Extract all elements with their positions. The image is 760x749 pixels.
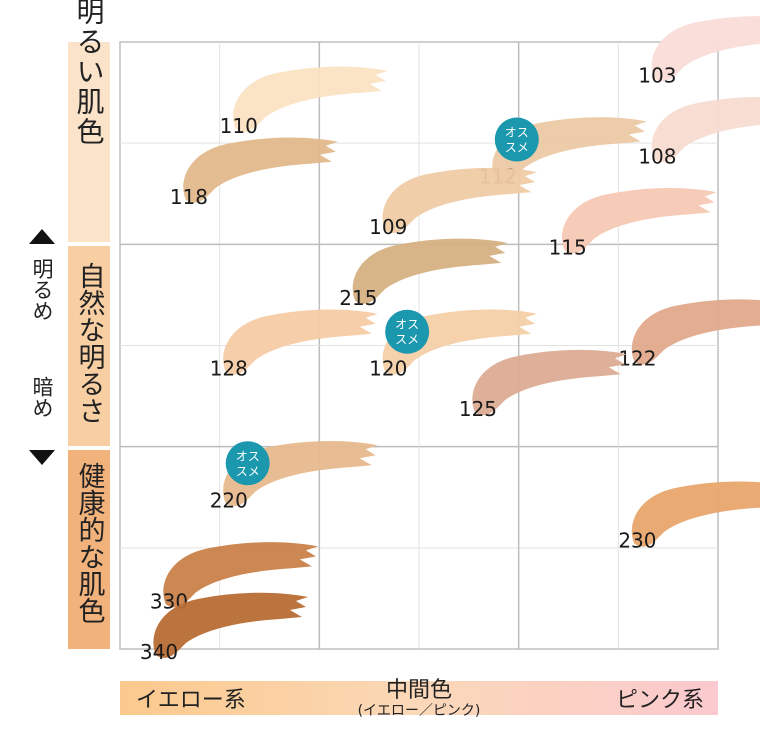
shade-swatch-103 <box>651 16 760 82</box>
shade-swatch-128 <box>223 309 378 375</box>
shade-label: 110 <box>220 114 258 138</box>
shade-swatch-110 <box>233 66 388 132</box>
arrow-up-icon <box>29 229 55 244</box>
recommend-badge-text-line1: オス <box>395 318 419 332</box>
x-axis-bar <box>120 681 718 715</box>
shade-swatch-330 <box>163 542 318 608</box>
shade-label: 108 <box>638 144 676 168</box>
shade-label: 118 <box>170 185 208 209</box>
arrow-down-icon <box>29 450 55 465</box>
recommend-badge-text-line1: オス <box>236 449 260 463</box>
shade-swatch-215 <box>352 238 508 304</box>
recommend-badge-text-line2: スメ <box>236 464 260 478</box>
recommend-badge <box>225 441 270 486</box>
band-bright <box>68 42 110 242</box>
shade-label: 120 <box>369 357 407 381</box>
x-axis-right-label: ピンク系 <box>616 688 704 713</box>
band-healthy <box>68 450 110 649</box>
y-axis-top-label: 明るめ <box>30 258 54 321</box>
shade-label: 340 <box>140 640 178 664</box>
shade-swatch-230 <box>631 481 760 547</box>
band-label-bright: 明るい肌色 <box>73 0 106 147</box>
recommend-badge-text-line2: スメ <box>395 333 419 347</box>
band-label-natural: 自然な明るさ <box>74 262 106 424</box>
shade-label: 128 <box>210 357 248 381</box>
shade-swatch-340 <box>153 592 308 658</box>
shade-label: 103 <box>638 63 676 87</box>
shade-label: 109 <box>369 215 407 239</box>
shade-swatch-122 <box>631 299 760 365</box>
shade-swatch-109 <box>382 167 538 234</box>
recommend-badge <box>385 309 430 354</box>
shade-label: 215 <box>339 286 377 310</box>
band-natural <box>68 246 110 446</box>
x-axis-center-label: 中間色 <box>386 678 452 703</box>
shade-points: 103108110112オススメ115118109215120オススメ12212… <box>140 16 760 664</box>
shade-swatch-108 <box>651 97 760 163</box>
band-label-healthy: 健康的な肌色 <box>74 462 106 624</box>
shade-label: 220 <box>210 488 248 512</box>
recommend-badge-text-line2: スメ <box>505 141 529 155</box>
y-axis-bottom-label: 暗め <box>30 376 54 418</box>
recommend-badge <box>494 117 539 162</box>
x-axis-center-sublabel: (イエロー／ピンク) <box>358 703 481 719</box>
x-axis-left-label: イエロー系 <box>136 688 246 713</box>
shade-swatch-115 <box>562 188 717 254</box>
shade-swatch-118 <box>183 137 338 203</box>
shade-label: 125 <box>459 397 497 421</box>
recommend-badge-text-line1: オス <box>505 126 529 140</box>
shade-swatch-125 <box>472 349 627 416</box>
shade-label: 115 <box>549 235 587 259</box>
shade-label: 230 <box>618 529 656 553</box>
shade-label: 122 <box>618 347 656 371</box>
